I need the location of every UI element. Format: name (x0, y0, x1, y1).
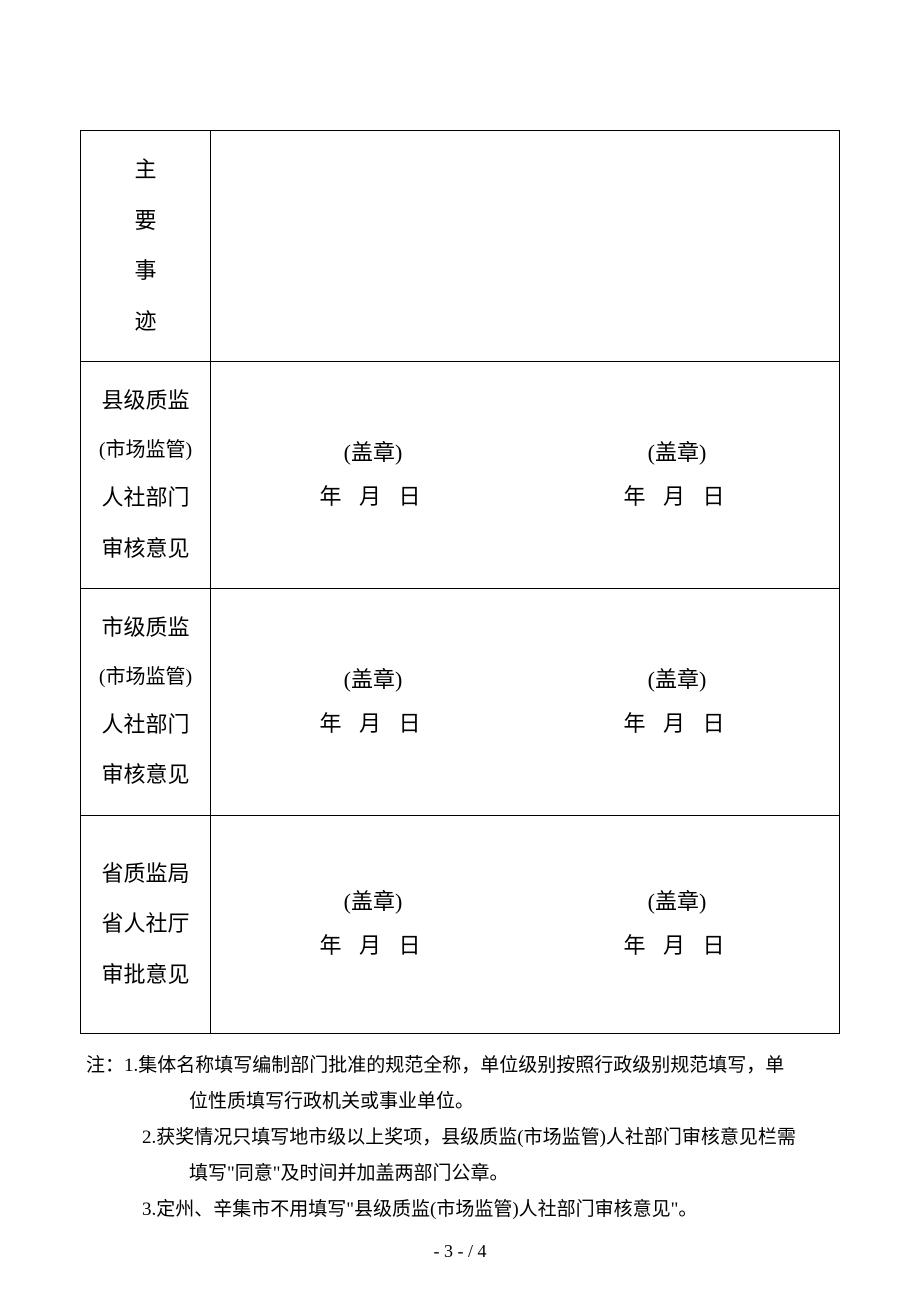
stamp-text: (盖章) (319, 658, 426, 702)
date-line: 年 月 日 (623, 475, 730, 519)
label-line: 县级质监 (85, 376, 206, 427)
label-line: 人社部门 (85, 700, 206, 751)
note-text: 获奖情况只填写地市级以上奖项，县级质监(市场监管)人社部门审核意见栏需 (156, 1120, 834, 1156)
label-line: (市场监管) (85, 427, 206, 473)
approval-table: 主 要 事 迹 县级质监 (市场监管) 人社部门 审核意见 (80, 130, 840, 1034)
label-line: 审核意见 (85, 750, 206, 801)
stamp-text: (盖章) (319, 880, 426, 924)
stamp-text: (盖章) (623, 658, 730, 702)
table-row: 省质监局 省人社厅 审批意见 (盖章) 年 月 日 (盖章) 年 月 (81, 815, 840, 1033)
note-continuation: 填写"同意"及时间并加盖两部门公章。 (86, 1156, 834, 1192)
row-label-county-review: 县级质监 (市场监管) 人社部门 审核意见 (81, 362, 211, 589)
stamp-block-left: (盖章) 年 月 日 (319, 431, 426, 519)
row-label-province-approval: 省质监局 省人社厅 审批意见 (81, 815, 211, 1033)
stamp-block-left: (盖章) 年 月 日 (319, 658, 426, 746)
date-line: 年 月 日 (319, 924, 426, 968)
note-continuation: 位性质填写行政机关或事业单位。 (86, 1084, 834, 1120)
stamp-text: (盖章) (623, 431, 730, 475)
row-label-main-achievements: 主 要 事 迹 (81, 131, 211, 362)
note-text: 集体名称填写编制部门批准的规范全称，单位级别按照行政级别规范填写，单 (138, 1048, 834, 1084)
note-prefix: 注：1. (86, 1048, 138, 1084)
stamp-block-right: (盖章) 年 月 日 (623, 431, 730, 519)
stamp-text: (盖章) (319, 431, 426, 475)
row-label-city-review: 市级质监 (市场监管) 人社部门 审核意见 (81, 589, 211, 816)
stamp-text: (盖章) (623, 880, 730, 924)
label-line: 审核意见 (85, 524, 206, 575)
label-line: 市级质监 (85, 603, 206, 654)
table-row: 市级质监 (市场监管) 人社部门 审核意见 (盖章) 年 月 日 (盖章) (81, 589, 840, 816)
stamp-block-right: (盖章) 年 月 日 (623, 658, 730, 746)
page-number: - 3 - / 4 (0, 1241, 920, 1262)
county-review-content: (盖章) 年 月 日 (盖章) 年 月 日 (211, 362, 840, 589)
city-review-content: (盖章) 年 月 日 (盖章) 年 月 日 (211, 589, 840, 816)
label-line: 审批意见 (85, 950, 206, 1001)
note-num: 3. (142, 1192, 156, 1228)
date-line: 年 月 日 (319, 475, 426, 519)
label-char: 要 (85, 196, 206, 247)
footnotes: 注：1. 集体名称填写编制部门批准的规范全称，单位级别按照行政级别规范填写，单 … (80, 1048, 840, 1228)
note-text: 定州、辛集市不用填写"县级质监(市场监管)人社部门审核意见"。 (156, 1192, 834, 1228)
note-item: 2. 获奖情况只填写地市级以上奖项，县级质监(市场监管)人社部门审核意见栏需 (86, 1120, 834, 1156)
table-row: 主 要 事 迹 (81, 131, 840, 362)
date-line: 年 月 日 (623, 702, 730, 746)
label-line: 人社部门 (85, 473, 206, 524)
province-approval-content: (盖章) 年 月 日 (盖章) 年 月 日 (211, 815, 840, 1033)
label-line: (市场监管) (85, 654, 206, 700)
main-achievements-content (211, 131, 840, 362)
note-num: 2. (142, 1120, 156, 1156)
label-char: 迹 (85, 297, 206, 348)
label-line: 省人社厅 (85, 899, 206, 950)
date-line: 年 月 日 (319, 702, 426, 746)
stamp-block-right: (盖章) 年 月 日 (623, 880, 730, 968)
label-line: 省质监局 (85, 849, 206, 900)
label-char: 主 (85, 145, 206, 196)
label-char: 事 (85, 246, 206, 297)
date-line: 年 月 日 (623, 924, 730, 968)
note-item: 3. 定州、辛集市不用填写"县级质监(市场监管)人社部门审核意见"。 (86, 1192, 834, 1228)
note-item: 注：1. 集体名称填写编制部门批准的规范全称，单位级别按照行政级别规范填写，单 (86, 1048, 834, 1084)
table-row: 县级质监 (市场监管) 人社部门 审核意见 (盖章) 年 月 日 (盖章) (81, 362, 840, 589)
document-page: 主 要 事 迹 县级质监 (市场监管) 人社部门 审核意见 (0, 0, 920, 1228)
stamp-block-left: (盖章) 年 月 日 (319, 880, 426, 968)
